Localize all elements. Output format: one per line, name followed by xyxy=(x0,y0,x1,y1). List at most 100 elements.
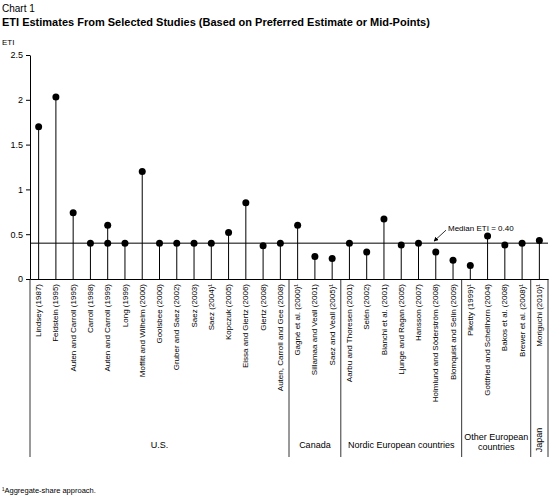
stem xyxy=(349,243,350,279)
y-axis-line xyxy=(30,56,31,280)
x-tick-label: Moriguchi (2010)¹ xyxy=(535,284,544,347)
y-tick: 2 xyxy=(18,95,30,105)
x-tick: Auten, Carroll and Gee (2008) xyxy=(276,279,285,391)
stem xyxy=(107,225,108,279)
dot xyxy=(208,240,215,247)
x-tick-label: Sillamaa and Veall (2001) xyxy=(310,284,319,376)
x-tick-label: Gottfried and Schellhorn (2004) xyxy=(483,284,492,396)
x-tick: Ljunge and Ragan (2005) xyxy=(397,279,406,375)
dot xyxy=(536,237,543,244)
stem xyxy=(487,236,488,279)
x-tick: Bianchi et al. (2001) xyxy=(380,279,389,355)
dot xyxy=(484,232,491,239)
dot xyxy=(52,94,59,101)
group-label: Other Europeancountries xyxy=(464,432,528,452)
x-tick: Saez (2004)¹ xyxy=(207,279,216,330)
stem xyxy=(435,252,436,279)
x-tick-label: Auten and Carroll (1995) xyxy=(69,284,78,372)
x-tick: Carroll (1998) xyxy=(86,279,95,333)
dot xyxy=(35,123,42,130)
dot xyxy=(87,240,94,247)
x-tick: Piketty (1999)¹ xyxy=(466,279,475,336)
dot xyxy=(294,222,301,229)
stem xyxy=(211,243,212,279)
x-tick: Feldstein (1995) xyxy=(51,279,60,342)
chart-container: Chart 1ETI Estimates From Selected Studi… xyxy=(0,0,560,501)
x-tick: Eissa and Giertz (2006) xyxy=(241,279,250,368)
dot xyxy=(519,240,526,247)
x-tick: Auten and Carroll (1999) xyxy=(103,279,112,372)
y-tick: 2.5 xyxy=(10,50,30,60)
group-divider xyxy=(530,279,531,457)
y-axis: 00.511.522.5 xyxy=(10,50,30,284)
x-tick-label: Kopczuk (2005) xyxy=(224,284,233,340)
x-tick-label: Blomquist and Selin (2009) xyxy=(449,284,458,380)
x-axis: Lindsey (1987) Feldstein (1995) Auten and … xyxy=(31,279,549,402)
stem xyxy=(90,243,91,279)
dot xyxy=(139,168,146,175)
group-label: Japan xyxy=(534,428,544,453)
x-tick-label: Hansson (2007) xyxy=(414,284,423,341)
dot xyxy=(346,240,353,247)
y-tick-mark xyxy=(26,100,30,101)
group-label-line: countries xyxy=(478,442,515,452)
x-axis-line xyxy=(31,279,549,280)
x-tick-label: Long (1999) xyxy=(121,284,130,327)
stem xyxy=(55,97,56,279)
x-tick-label: Bianchi et al. (2001) xyxy=(380,284,389,355)
x-tick: Hansson (2007) xyxy=(414,279,423,341)
x-tick-label: Selén (2002) xyxy=(362,284,371,330)
x-tick: Selén (2002) xyxy=(362,279,371,330)
group-divider xyxy=(30,279,31,457)
dot xyxy=(380,215,387,222)
y-tick-mark xyxy=(26,234,30,235)
y-tick: 1 xyxy=(18,185,30,195)
dot xyxy=(173,240,180,247)
plot-marks xyxy=(30,94,548,279)
stem xyxy=(124,243,125,279)
group-label-line: Other European xyxy=(464,432,528,442)
dot xyxy=(191,240,198,247)
x-tick-label: Bakos et al. (2008) xyxy=(500,284,509,351)
dot xyxy=(329,255,336,262)
x-tick-label: Aarbu and Thoresen (2001) xyxy=(345,284,354,382)
footnote: ¹Aggregate-share approach. xyxy=(2,486,96,495)
y-tick-mark xyxy=(26,279,30,280)
stem xyxy=(73,213,74,279)
x-tick-label: Goolsbee (2000) xyxy=(155,284,164,344)
group-label: Nordic European countries xyxy=(348,440,455,450)
x-tick-label: Gagné et al. (2000)¹ xyxy=(293,284,302,356)
x-tick-label: Feldstein (1995) xyxy=(51,284,60,342)
y-tick: 0.5 xyxy=(10,230,30,240)
x-tick: Saez (2003) xyxy=(190,279,199,328)
dot xyxy=(225,229,232,236)
x-tick: Brewer et al. (2008)¹ xyxy=(518,279,527,357)
x-tick: Lindsey (1987) xyxy=(34,279,43,337)
x-tick: Auten and Carroll (1995) xyxy=(69,279,78,372)
stem xyxy=(366,252,367,279)
x-tick: Kopczuk (2005) xyxy=(224,279,233,340)
stem xyxy=(401,245,402,279)
dot xyxy=(398,241,405,248)
stem xyxy=(228,232,229,279)
x-tick-label: Carroll (1998) xyxy=(86,284,95,333)
y-tick-mark xyxy=(26,145,30,146)
dot xyxy=(432,249,439,256)
stem xyxy=(280,243,281,279)
title: Chart 1 xyxy=(2,3,35,14)
stem xyxy=(522,243,523,279)
dot xyxy=(242,199,249,206)
x-tick: Gottfried and Schellhorn (2004) xyxy=(483,279,492,396)
dot xyxy=(467,262,474,269)
stem xyxy=(159,243,160,279)
y-tick: 0 xyxy=(18,274,30,284)
x-tick: Goolsbee (2000) xyxy=(155,279,164,344)
x-tick-label: Piketty (1999)¹ xyxy=(466,284,475,336)
x-tick: Long (1999) xyxy=(121,279,130,327)
y-tick-label: 0 xyxy=(18,274,23,284)
x-tick: Aarbu and Thoresen (2001) xyxy=(345,279,354,382)
group-label: Canada xyxy=(299,440,331,450)
median-arrow xyxy=(434,230,446,241)
dot xyxy=(70,209,77,216)
y-tick-mark xyxy=(26,189,30,190)
